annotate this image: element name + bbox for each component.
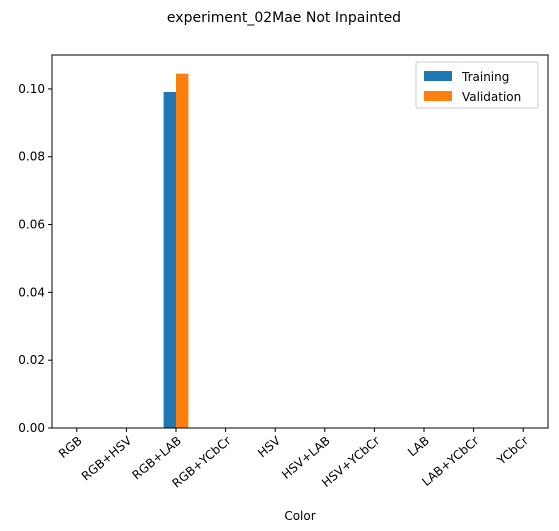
y-axis: 0.00 0.02 0.04 0.06 0.08 0.10	[18, 82, 52, 435]
y-tick-label: 0.10	[18, 82, 45, 96]
chart-title: experiment_02Mae Not Inpainted	[167, 10, 401, 26]
y-tick-label: 0.06	[18, 218, 45, 232]
legend: Training Validation	[415, 61, 539, 109]
bar-training-rgb-lab	[163, 91, 176, 428]
bar-validation-rgb-lab	[176, 73, 189, 429]
y-tick-label: 0.00	[18, 421, 45, 435]
x-tick-label: HSV	[255, 433, 284, 460]
y-tick-label: 0.08	[18, 150, 45, 164]
y-tick-label: 0.02	[18, 353, 45, 367]
legend-label-training: Training	[461, 70, 509, 84]
x-tick-label: YCbCr	[494, 434, 531, 469]
x-tick-label: RGB	[56, 434, 85, 461]
x-tick-label: LAB	[405, 434, 432, 460]
y-tick-label: 0.04	[18, 285, 45, 299]
legend-swatch-training	[424, 71, 452, 81]
plot-frame	[51, 54, 549, 429]
x-tick-label: RGB+HSV	[79, 433, 135, 483]
bars-group	[163, 73, 189, 429]
legend-label-validation: Validation	[462, 90, 521, 104]
x-axis-label: Color	[284, 509, 315, 523]
legend-swatch-validation	[424, 91, 452, 101]
